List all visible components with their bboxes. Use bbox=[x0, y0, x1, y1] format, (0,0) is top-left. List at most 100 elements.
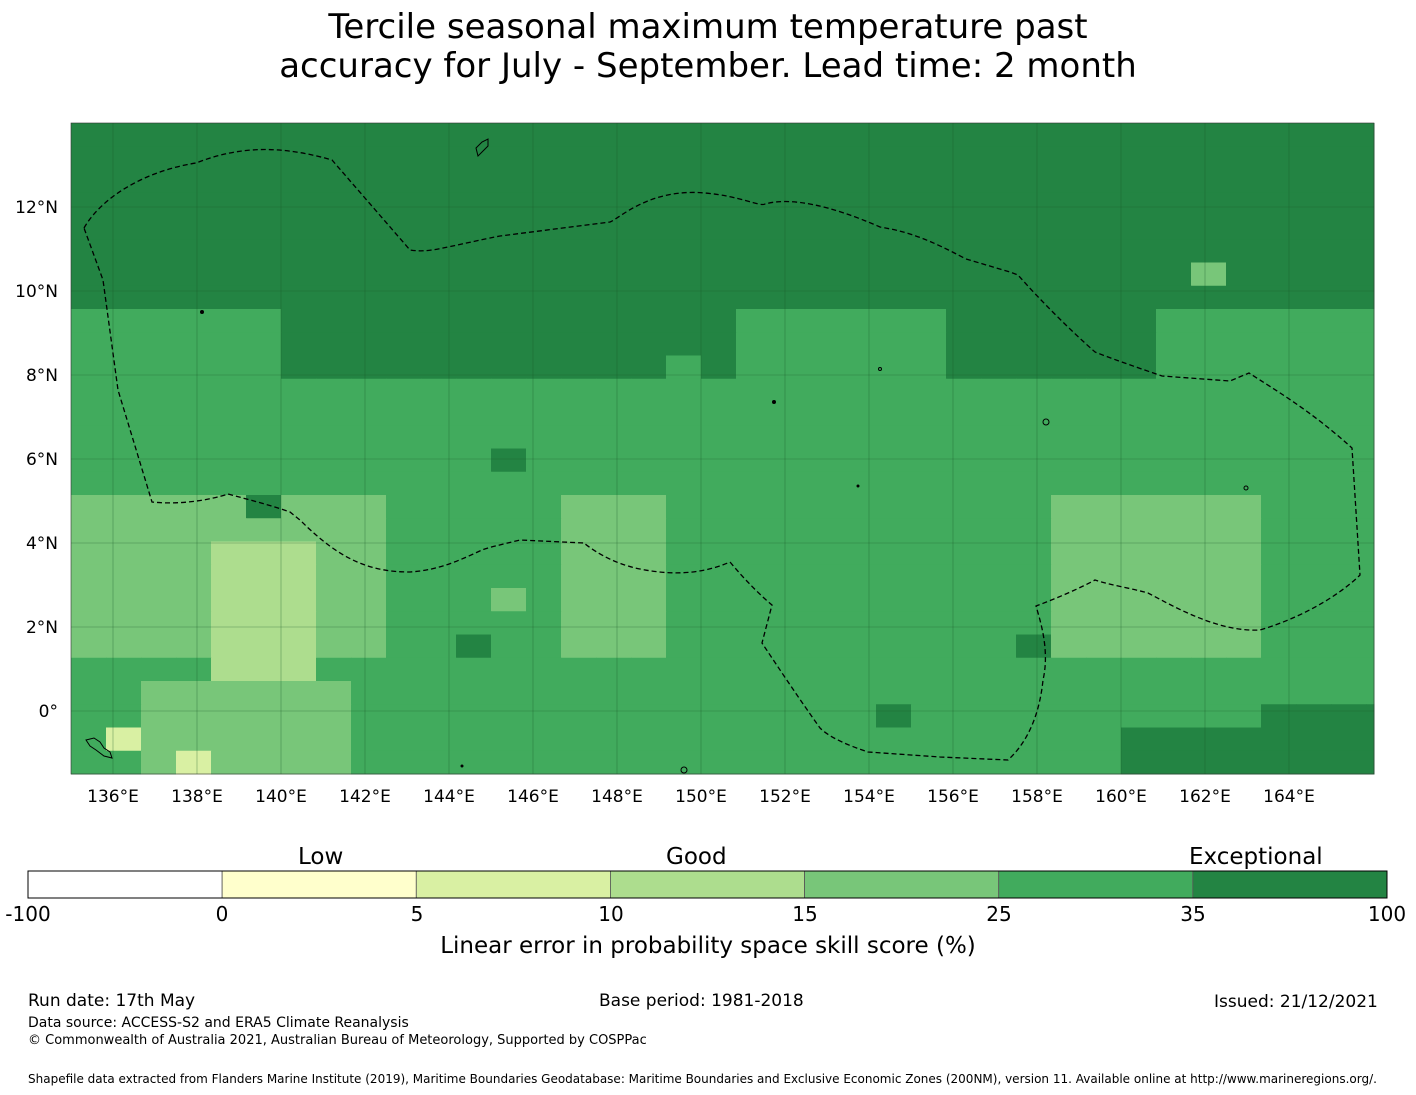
skill-cell bbox=[1051, 332, 1087, 356]
skill-cell bbox=[456, 564, 492, 589]
skill-cell bbox=[246, 681, 282, 705]
skill-cell bbox=[876, 123, 912, 147]
skill-cell bbox=[71, 216, 107, 240]
skill-cell bbox=[841, 518, 877, 542]
skill-cell bbox=[946, 611, 982, 635]
island-dot bbox=[878, 367, 882, 371]
skill-cell bbox=[1261, 518, 1297, 542]
skill-cell bbox=[806, 611, 842, 635]
skill-cell bbox=[386, 402, 422, 426]
skill-cell bbox=[946, 495, 982, 519]
skill-cell bbox=[1261, 169, 1297, 194]
skill-cell bbox=[561, 216, 597, 240]
skill-cell bbox=[71, 495, 107, 519]
skill-cell bbox=[806, 750, 842, 775]
skill-cell bbox=[316, 518, 352, 542]
skill-cell bbox=[491, 681, 527, 705]
colorbar-swatch bbox=[221, 870, 417, 899]
skill-cell bbox=[1261, 657, 1297, 682]
skill-cell bbox=[1261, 448, 1297, 473]
skill-cell bbox=[141, 425, 177, 449]
skill-cell bbox=[71, 750, 107, 775]
skill-cell bbox=[246, 355, 282, 380]
skill-cell bbox=[1226, 750, 1262, 775]
skill-cell bbox=[806, 216, 842, 240]
skill-cell bbox=[526, 564, 562, 589]
skill-cell bbox=[526, 681, 562, 705]
skill-cell bbox=[771, 332, 807, 356]
skill-cell bbox=[1156, 611, 1192, 635]
skill-cell bbox=[281, 448, 317, 473]
skill-cell bbox=[771, 564, 807, 589]
skill-cell bbox=[1121, 402, 1157, 426]
skill-cell bbox=[771, 123, 807, 147]
skill-cell bbox=[246, 239, 282, 263]
skill-cell bbox=[421, 634, 457, 659]
skill-cell bbox=[421, 402, 457, 426]
skill-cell bbox=[491, 588, 527, 612]
eez-boundary-line bbox=[83, 148, 1361, 761]
skill-cell bbox=[841, 355, 877, 380]
skill-cell bbox=[1086, 262, 1122, 287]
skill-cell bbox=[526, 285, 562, 310]
skill-cell bbox=[1191, 681, 1227, 705]
skill-cell bbox=[1121, 169, 1157, 194]
skill-cell bbox=[1226, 495, 1262, 519]
skill-cell bbox=[106, 192, 142, 217]
skill-cell bbox=[1051, 402, 1087, 426]
skill-cell bbox=[1296, 239, 1332, 263]
skill-cell bbox=[1121, 262, 1157, 287]
skill-cell bbox=[1156, 495, 1192, 519]
skill-cell bbox=[1121, 285, 1157, 310]
skill-cell bbox=[561, 704, 597, 728]
colorbar-swatch bbox=[1192, 870, 1388, 899]
skill-cell bbox=[771, 425, 807, 449]
skill-cell bbox=[141, 727, 177, 752]
skill-cell bbox=[876, 146, 912, 170]
skill-cell bbox=[631, 657, 667, 682]
skill-cell bbox=[386, 285, 422, 310]
skill-cell bbox=[456, 425, 492, 449]
skill-cell bbox=[596, 192, 632, 217]
skill-cell bbox=[281, 704, 317, 728]
colorbar-swatch bbox=[415, 870, 611, 899]
skill-cell bbox=[946, 518, 982, 542]
skill-cell bbox=[1366, 634, 1375, 659]
skill-cell bbox=[386, 216, 422, 240]
skill-cell bbox=[106, 262, 142, 287]
island-dot bbox=[1243, 485, 1249, 491]
skill-cell bbox=[71, 402, 107, 426]
skill-cell bbox=[386, 495, 422, 519]
skill-cell bbox=[351, 378, 387, 403]
skill-cell bbox=[911, 634, 947, 659]
skill-cell bbox=[946, 704, 982, 728]
colorbar-frame bbox=[27, 870, 1388, 899]
skill-cell bbox=[421, 425, 457, 449]
skill-cell bbox=[876, 588, 912, 612]
skill-cell bbox=[1086, 402, 1122, 426]
skill-cell bbox=[1191, 332, 1227, 356]
skill-cell bbox=[71, 518, 107, 542]
skill-cell bbox=[771, 402, 807, 426]
skill-cell bbox=[1366, 657, 1375, 682]
skill-cell bbox=[1086, 378, 1122, 403]
skill-cell bbox=[491, 704, 527, 728]
skill-cell bbox=[281, 262, 317, 287]
skill-cell bbox=[386, 634, 422, 659]
skill-cell bbox=[211, 611, 247, 635]
skill-cell bbox=[946, 402, 982, 426]
skill-cell bbox=[1331, 495, 1367, 519]
skill-cell bbox=[596, 378, 632, 403]
skill-cell bbox=[421, 495, 457, 519]
skill-cell bbox=[806, 727, 842, 752]
skill-cell bbox=[281, 309, 317, 333]
skill-cell bbox=[736, 681, 772, 705]
colorbar-xlabel: Linear error in probability space skill … bbox=[440, 933, 976, 959]
skill-cell bbox=[631, 704, 667, 728]
skill-cell bbox=[141, 704, 177, 728]
skill-cell bbox=[1051, 309, 1087, 333]
skill-cell bbox=[981, 262, 1017, 287]
skill-cell bbox=[106, 611, 142, 635]
colorbar-swatch bbox=[610, 870, 805, 899]
skill-cell bbox=[1296, 564, 1332, 589]
